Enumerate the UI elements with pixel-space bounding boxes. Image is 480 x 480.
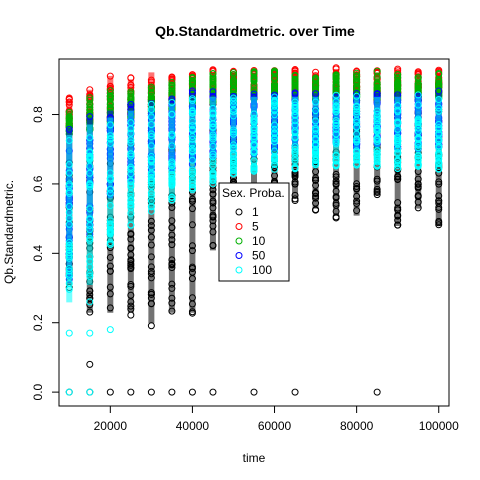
series-100 [65, 91, 443, 396]
y-axis-label: Qb.Standardmetric. [2, 180, 16, 284]
data-point [147, 388, 155, 396]
data-point [65, 388, 73, 396]
y-axis: 0.0 0.2 0.4 0.6 0.8 [31, 106, 60, 400]
x-tick-label: 100000 [419, 419, 459, 433]
legend-box [218, 182, 290, 282]
chart-title: Qb.Standardmetric. over Time [155, 23, 355, 39]
data-point [127, 388, 135, 396]
data-point [106, 388, 114, 396]
data-point [106, 326, 114, 334]
y-tick-label: 0.2 [31, 314, 45, 331]
x-axis: 20000 40000 60000 80000 100000 [94, 405, 459, 433]
data-point [86, 298, 94, 306]
y-tick-label: 0.6 [31, 175, 45, 192]
x-axis-label: time [243, 451, 266, 465]
data-point [250, 388, 258, 396]
data-point [188, 388, 196, 396]
x-tick-label: 80000 [340, 419, 374, 433]
x-tick-label: 40000 [176, 419, 210, 433]
legend-marker [235, 208, 243, 216]
data-points [65, 64, 443, 396]
x-tick-label: 20000 [94, 419, 128, 433]
data-point [209, 388, 217, 396]
legend-marker [235, 237, 243, 245]
legend-marker [235, 252, 243, 259]
data-point [86, 329, 94, 337]
data-point [147, 322, 155, 330]
data-point [127, 311, 135, 319]
data-point [65, 329, 73, 337]
data-point [291, 388, 299, 396]
legend-label: 100 [252, 263, 272, 277]
data-point [168, 388, 176, 396]
data-point [86, 388, 94, 396]
legend-label: 5 [252, 220, 259, 234]
legend-title: Sex. Proba. [222, 186, 285, 200]
data-point [86, 360, 94, 368]
legend-label: 1 [252, 205, 259, 219]
y-tick-label: 0.0 [31, 383, 45, 400]
legend-marker [235, 266, 243, 274]
legend-marker [235, 223, 243, 230]
y-tick-label: 0.8 [31, 106, 45, 123]
legend-label: 10 [252, 234, 266, 248]
y-tick-label: 0.4 [31, 245, 45, 262]
legend-label: 50 [252, 249, 266, 263]
x-tick-label: 60000 [258, 419, 292, 433]
data-point [373, 388, 381, 396]
